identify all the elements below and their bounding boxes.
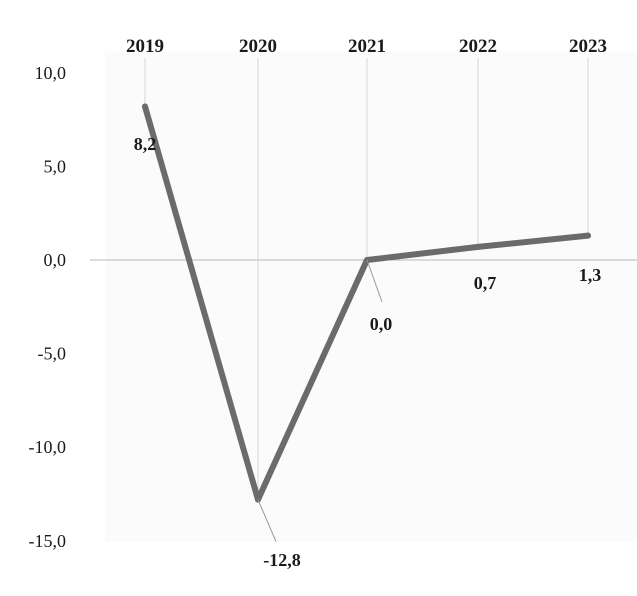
data-label: 8,2 (134, 134, 157, 154)
plot-background (105, 52, 637, 542)
x-tick-label: 2022 (459, 36, 497, 57)
data-label: 0,7 (474, 273, 497, 293)
y-tick-label: -5,0 (38, 344, 67, 364)
y-tick-label: 5,0 (44, 156, 67, 176)
data-label: 0,0 (370, 314, 393, 334)
label-leader-line (257, 499, 277, 542)
label-leader-line (366, 259, 383, 303)
data-point (585, 232, 591, 239)
x-tick-label: 2021 (348, 36, 386, 57)
y-tick-label: -10,0 (29, 437, 67, 457)
data-label: 1,3 (579, 265, 602, 285)
data-point (475, 243, 481, 250)
y-tick-label: 0,0 (44, 250, 67, 270)
x-tick-label: 2020 (239, 36, 277, 57)
x-tick-label: 2019 (126, 36, 164, 57)
x-tick-label: 2023 (569, 36, 607, 57)
y-tick-label: 10,0 (35, 63, 67, 83)
y-tick-label: -15,0 (29, 531, 67, 551)
data-point (142, 103, 148, 110)
data-label: -12,8 (263, 550, 301, 570)
